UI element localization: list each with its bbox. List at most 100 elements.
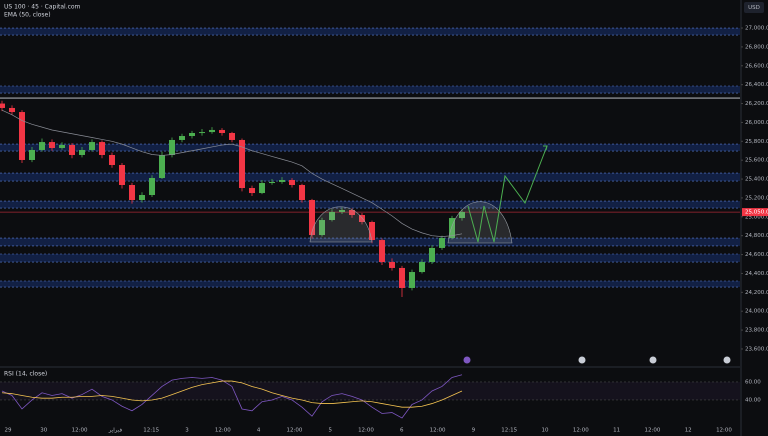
y-tick-label: 25,400.0 [745,177,768,183]
rsi-line [1,374,463,419]
candle-body [39,142,45,150]
candle-body [279,179,285,182]
candle-body [389,262,395,268]
candle-body [49,142,55,149]
candle-body [299,185,305,201]
event-icon [578,356,586,364]
y-tick-label: 24,400.0 [745,271,768,277]
candle-body [249,188,255,194]
candle-body [269,181,275,184]
candle-body [219,129,225,133]
candle-body [319,220,325,236]
y-tick-label: 25,000.0 [745,214,768,220]
zone [0,253,740,263]
y-tick-label: 27,000.0 [745,26,768,32]
candle-body [449,218,455,239]
y-tick-label: 24,600.0 [745,252,768,258]
x-tick-label: 10 [542,428,549,434]
candle-body [459,211,465,219]
x-tick-label: 4 [257,428,261,434]
event-icon [723,356,731,364]
candle-body [79,149,85,155]
y-tick-label: 26,800.0 [745,44,768,50]
y-tick-label: 23,600.0 [745,346,768,352]
candle-body [289,179,295,186]
candle-body [119,164,125,186]
candle-body [209,129,215,133]
x-tick-label: 5 [328,428,332,434]
projection-arrow [543,145,548,151]
x-tick-label: 30 [40,428,47,434]
x-tick-label: 9 [472,428,476,434]
candle-body [359,215,365,223]
candle-body [399,267,405,288]
x-tick-label: 12:00 [716,428,732,434]
x-tick-label: 12:00 [358,428,374,434]
rsi-ma-line [1,380,463,408]
event-icon [649,356,657,364]
ema-line [1,109,463,237]
candle-body [439,238,445,248]
x-tick-label: 3 [185,428,189,434]
candle-body [59,144,65,149]
candle-body [9,107,15,113]
x-tick-label: 12:15 [501,428,517,434]
indicator-label: EMA (50, close) [4,12,51,19]
candle-body [129,185,135,201]
zone [0,85,740,94]
currency-button[interactable] [744,2,764,13]
rsi-tick-label: 60.00 [745,379,761,385]
candle-body [259,183,265,194]
candle-body [199,132,205,134]
candle-body [139,195,145,201]
candle-body [369,222,375,241]
y-tick-label: 25,800.0 [745,139,768,145]
candle-body [409,272,415,288]
chart-title: US 100 · 45 · Capital.com [4,4,81,11]
y-tick-label: 23,800.0 [745,328,768,334]
zone [0,28,740,36]
x-tick-label: 29 [5,428,12,434]
y-tick-label: 24,200.0 [745,290,768,296]
candle-body [159,154,165,179]
candle-body [19,112,25,160]
candle-body [339,210,345,212]
x-tick-label: 12:00 [215,428,231,434]
candle-body [69,144,75,155]
price-badge [742,208,768,217]
pattern-shoulder [309,206,373,243]
rsi-tick-label: 40.00 [745,397,761,403]
y-tick-label: 26,000.0 [745,120,768,126]
zone [0,201,740,209]
candle-body [179,136,185,140]
currency-label[interactable]: USD [748,5,760,11]
candle-body [229,132,235,140]
price-label: 25,050.0 [745,210,768,216]
candle-body [29,149,35,160]
x-tick-label: 12:00 [644,428,660,434]
x-tick-label: 11 [613,428,620,434]
y-tick-label: 25,200.0 [745,195,768,201]
candle-body [89,142,95,150]
y-tick-label: 26,400.0 [745,82,768,88]
rsi-band [0,381,740,400]
x-tick-label: 12:00 [430,428,446,434]
x-tick-label: فبراير [108,428,123,434]
y-tick-label: 25,600.0 [745,158,768,164]
candle-body [99,142,105,155]
x-tick-label: 12 [685,428,692,434]
candle-body [349,210,355,216]
candle-body [109,154,115,165]
candle-body [189,132,195,137]
x-tick-label: 6 [400,428,404,434]
x-tick-label: 12:00 [286,428,302,434]
zone [0,173,740,182]
candle-body [309,200,315,236]
candle-body [429,247,435,263]
y-tick-label: 26,600.0 [745,63,768,69]
candle-body [169,139,175,155]
x-tick-label: 12:15 [143,428,159,434]
y-tick-label: 26,200.0 [745,101,768,107]
